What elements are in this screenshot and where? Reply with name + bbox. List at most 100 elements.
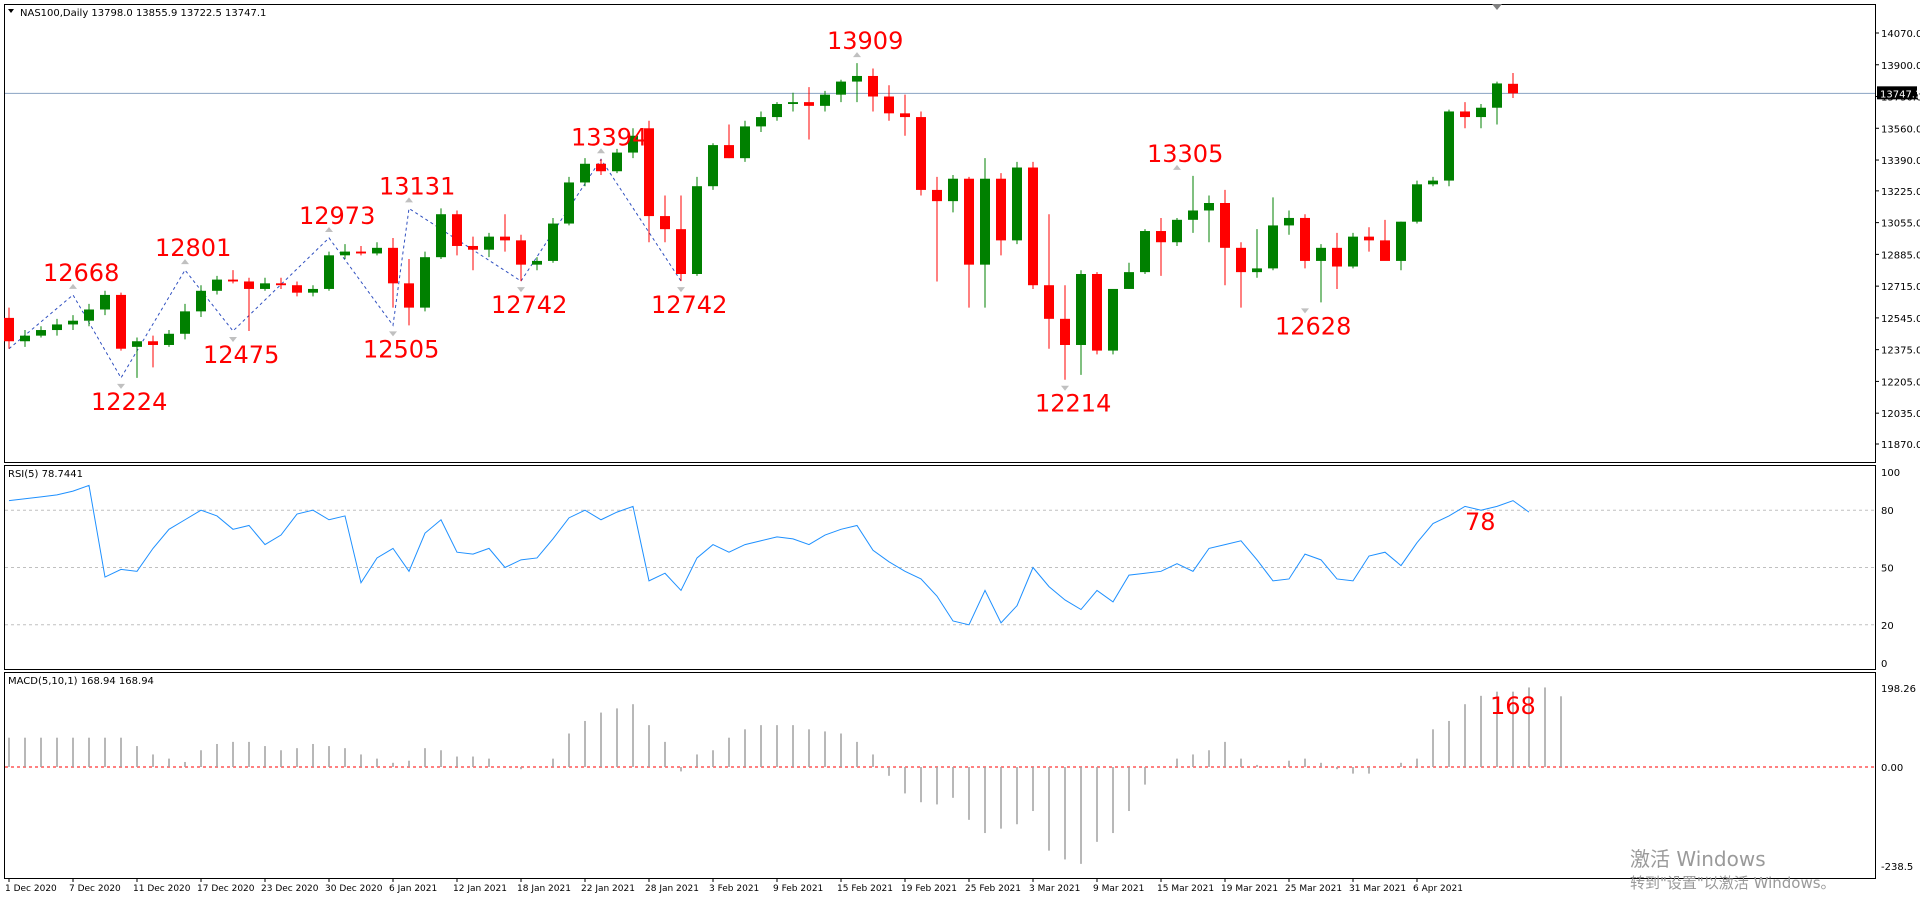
date-label: 3 Feb 2021 bbox=[709, 884, 759, 894]
date-label: 11 Dec 2020 bbox=[133, 884, 191, 894]
candle-body bbox=[836, 81, 846, 95]
macd-axis: 198.26 0.00 -238.5 bbox=[5, 684, 1916, 873]
price-tick-label: 13055.0 bbox=[1881, 219, 1920, 230]
rsi-annotation: 78 bbox=[1465, 508, 1496, 536]
candle-body bbox=[596, 163, 606, 172]
collapse-arrow-icon[interactable] bbox=[8, 9, 14, 13]
macd-panel-frame bbox=[4, 672, 1876, 879]
macd-tick-label: -238.5 bbox=[1881, 862, 1913, 873]
fractal-down-marker bbox=[677, 287, 685, 293]
date-label: 17 Dec 2020 bbox=[197, 884, 255, 894]
watermark-line2: 转到"设置"以激活 Windows。 bbox=[1630, 874, 1836, 892]
candle-body bbox=[868, 75, 878, 97]
candle-body bbox=[420, 257, 430, 308]
candle-body bbox=[148, 341, 158, 345]
candle-body bbox=[644, 128, 654, 217]
candle-body bbox=[516, 240, 526, 265]
candle-body bbox=[1156, 231, 1166, 243]
macd-annotation: 168 bbox=[1490, 692, 1536, 720]
candle-body bbox=[36, 330, 46, 336]
price-tick-label: 11870.0 bbox=[1881, 440, 1920, 451]
candle-body bbox=[1268, 225, 1278, 269]
price-annotation: 12214 bbox=[1035, 390, 1111, 418]
candle-body bbox=[1508, 83, 1518, 94]
price-annotation: 12668 bbox=[43, 259, 119, 287]
candle-body bbox=[1492, 83, 1502, 108]
candle-body bbox=[804, 102, 814, 106]
date-label: 12 Jan 2021 bbox=[453, 884, 507, 894]
candle-body bbox=[1252, 268, 1262, 273]
date-label: 3 Mar 2021 bbox=[1029, 884, 1080, 894]
candle-body bbox=[1428, 180, 1438, 185]
date-label: 31 Mar 2021 bbox=[1349, 884, 1406, 894]
candle-body bbox=[372, 247, 382, 254]
candle-body bbox=[612, 152, 622, 172]
fractal-markers bbox=[69, 52, 1309, 391]
candle-body bbox=[676, 229, 686, 274]
fractal-up-marker bbox=[69, 283, 77, 289]
shift-marker-icon[interactable] bbox=[1492, 4, 1502, 10]
candle-body bbox=[1348, 236, 1358, 267]
fractal-down-marker bbox=[517, 287, 525, 293]
date-label: 15 Mar 2021 bbox=[1157, 884, 1214, 894]
fractal-up-marker bbox=[1173, 164, 1181, 170]
date-label: 19 Feb 2021 bbox=[901, 884, 957, 894]
price-axis: 14070.013900.013730.013560.013390.013225… bbox=[1875, 29, 1920, 451]
fractal-up-marker bbox=[181, 259, 189, 265]
candle-body bbox=[260, 283, 270, 289]
candle-body bbox=[1028, 167, 1038, 286]
price-tick-label: 12885.0 bbox=[1881, 250, 1920, 261]
candle-body bbox=[628, 135, 638, 153]
fractal-up-marker bbox=[597, 148, 605, 154]
price-annotation: 12628 bbox=[1275, 312, 1351, 340]
price-annotations: 12668 12224 12801 12475 12973 12505 13131 12742… bbox=[43, 27, 1351, 418]
price-panel-frame bbox=[4, 4, 1876, 463]
date-label: 22 Jan 2021 bbox=[581, 884, 635, 894]
rsi-line bbox=[8, 484, 1530, 626]
candle-body bbox=[1092, 273, 1102, 351]
candle-body bbox=[932, 189, 942, 202]
candle-body bbox=[436, 214, 446, 258]
price-tick-label: 12205.0 bbox=[1881, 377, 1920, 388]
fractal-down-marker bbox=[229, 336, 237, 342]
candle-body bbox=[212, 279, 222, 291]
candle-body bbox=[196, 290, 206, 312]
candle-body bbox=[532, 260, 542, 265]
candle-body bbox=[1124, 272, 1134, 289]
candle-body bbox=[1460, 111, 1470, 118]
price-tick-label: 12375.0 bbox=[1881, 346, 1920, 357]
date-label: 15 Feb 2021 bbox=[837, 884, 893, 894]
candle-body bbox=[964, 178, 974, 265]
candle-body bbox=[20, 335, 30, 342]
current-price-tag: 13747.1 bbox=[1880, 89, 1920, 100]
macd-title: MACD(5,10,1) 168.94 168.94 bbox=[8, 676, 154, 687]
price-annotation: 13305 bbox=[1147, 140, 1223, 168]
candle-body bbox=[388, 247, 398, 284]
candle-body bbox=[996, 178, 1006, 241]
candle-body bbox=[1316, 247, 1326, 261]
date-axis: 1 Dec 2020 7 Dec 2020 11 Dec 2020 17 Dec 20… bbox=[5, 878, 1463, 894]
candle-body bbox=[948, 178, 958, 202]
fractal-up-marker bbox=[853, 52, 861, 58]
candle-body bbox=[404, 283, 414, 308]
candle-body bbox=[1476, 107, 1486, 118]
candle-body bbox=[1076, 273, 1086, 345]
candle-body bbox=[1444, 111, 1454, 181]
symbol-line: NAS100,Daily 13798.0 13855.9 13722.5 137… bbox=[20, 8, 266, 19]
rsi-level-label: 20 bbox=[1881, 621, 1894, 632]
candle-body bbox=[1140, 231, 1150, 273]
fractal-down-marker bbox=[389, 331, 397, 337]
candle-body bbox=[1396, 221, 1406, 261]
rsi-level-label: 80 bbox=[1881, 506, 1894, 517]
candle-body bbox=[980, 178, 990, 265]
candle-body bbox=[4, 317, 14, 342]
candle-body bbox=[484, 236, 494, 250]
candle-body bbox=[660, 216, 670, 230]
price-annotation: 12801 bbox=[155, 234, 231, 262]
price-tick-label: 14070.0 bbox=[1881, 29, 1920, 40]
current-price-tag-bg bbox=[1877, 86, 1917, 100]
date-label: 18 Jan 2021 bbox=[517, 884, 571, 894]
candle-body bbox=[468, 245, 478, 250]
candle-body bbox=[1172, 219, 1182, 243]
